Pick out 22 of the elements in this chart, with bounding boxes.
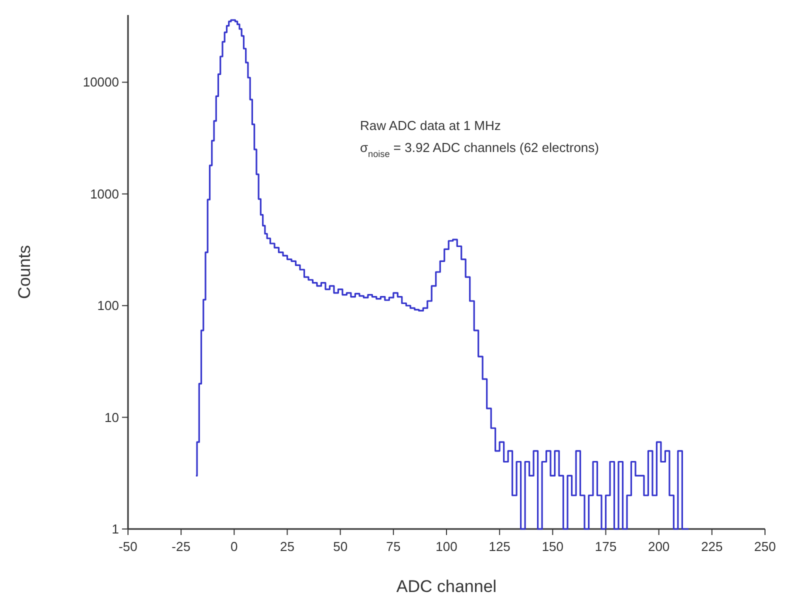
x-tick-label: 0 bbox=[230, 539, 238, 554]
x-tick-label: 200 bbox=[648, 539, 670, 554]
y-axis-title: Counts bbox=[15, 245, 34, 299]
x-tick-label: 50 bbox=[333, 539, 348, 554]
y-tick-label: 1000 bbox=[90, 186, 119, 202]
y-tick-label: 100 bbox=[97, 298, 119, 314]
x-tick-label: 25 bbox=[280, 539, 294, 554]
y-tick-label: 1 bbox=[112, 522, 119, 536]
x-tick-label: 150 bbox=[542, 539, 564, 554]
x-tick-label: 75 bbox=[386, 539, 401, 554]
x-tick-label: 250 bbox=[754, 539, 776, 554]
x-tick-label: 175 bbox=[594, 539, 617, 554]
x-tick-label: -25 bbox=[172, 539, 190, 554]
annotation: Raw ADC data at 1 MHz bbox=[360, 118, 501, 133]
annotation: σ$_{noise}$ = 3.92 ADC channels (62 electrons) bbox=[360, 140, 599, 159]
x-tick-label: -50 bbox=[118, 539, 138, 554]
y-tick-label: 10 bbox=[104, 410, 119, 425]
y-tick-label: 10000 bbox=[82, 74, 119, 90]
x-tick-label: 100 bbox=[436, 539, 458, 554]
x-tick-label: 225 bbox=[701, 539, 723, 554]
x-axis-title: ADC channel bbox=[396, 577, 497, 596]
x-tick-label: 125 bbox=[488, 539, 510, 554]
